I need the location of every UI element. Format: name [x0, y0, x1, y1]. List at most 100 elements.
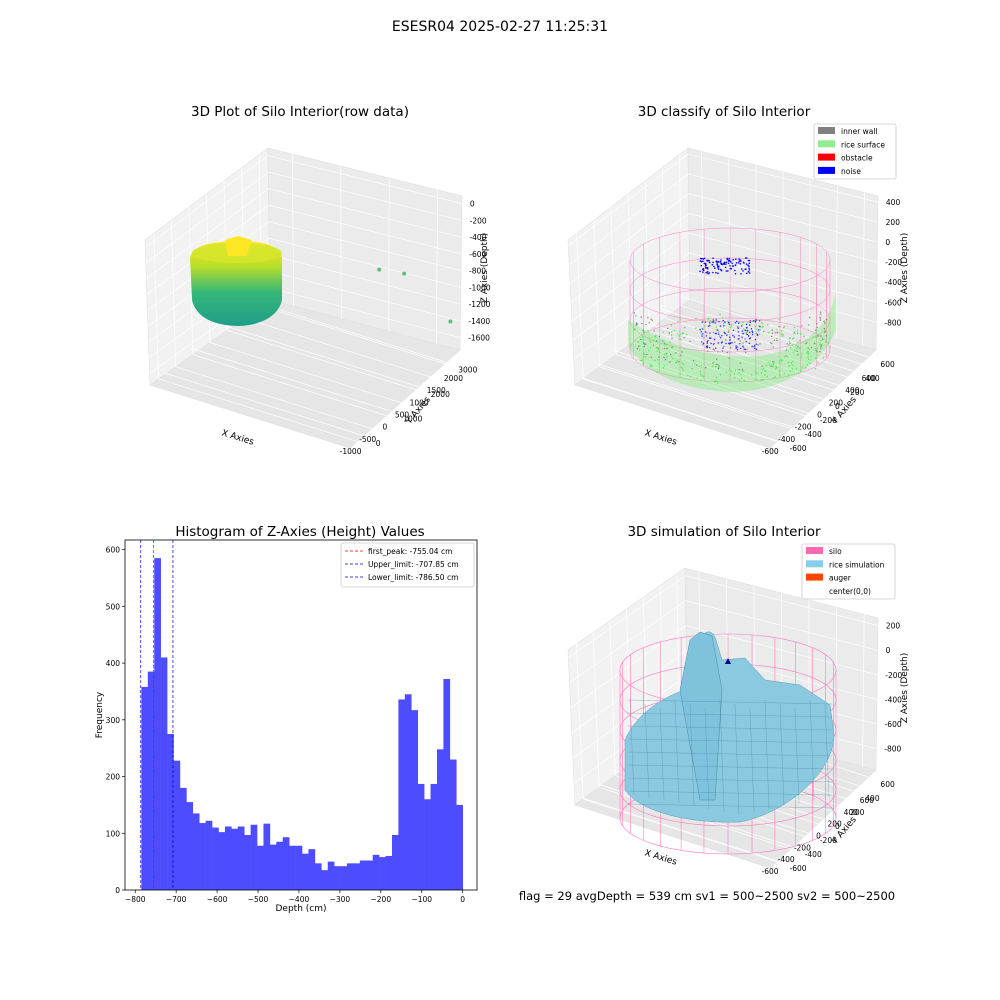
x-tick-label: −200 — [371, 895, 392, 904]
legend-label: silo — [829, 547, 842, 556]
y-tick-label: 200 — [106, 773, 121, 782]
z-tick-label: -1000 — [469, 283, 491, 292]
x-tick-label: -600 — [762, 447, 779, 456]
legend-label: obstacle — [841, 154, 873, 163]
z-tick-label: -800 — [469, 267, 486, 276]
y-tick-label: 400 — [106, 659, 121, 668]
y-tick-label: 300 — [106, 716, 121, 725]
histogram-bar — [231, 828, 239, 890]
x-tick-label: −300 — [330, 895, 351, 904]
y-tick-label: 3000 — [458, 365, 477, 374]
classify-title: 3D classify of Silo Interior — [638, 104, 811, 120]
histogram-bar — [353, 863, 361, 890]
legend-label: noise — [841, 167, 861, 176]
histogram-title: Histogram of Z-Axies (Height) Values — [175, 524, 424, 540]
y-tick-label: 400 — [865, 374, 880, 383]
legend-swatch — [818, 153, 835, 161]
legend-label: Lower_limit: -786.50 cm — [368, 573, 458, 582]
raw-xlabel: X Axies — [220, 428, 255, 447]
histogram-bar — [167, 734, 174, 890]
z-tick-label: 200 — [886, 622, 901, 631]
x-tick-label: 400 — [845, 386, 860, 395]
x-tick-label: -1000 — [340, 447, 362, 456]
x-tick-label: -400 — [778, 855, 795, 864]
legend-label: auger — [829, 574, 852, 583]
histogram-bar — [340, 866, 348, 890]
y-tick-label: -400 — [805, 430, 822, 439]
raw-cloud-peak — [225, 236, 252, 256]
legend-label: inner wall — [841, 127, 878, 136]
classify-legend: inner wall rice surface obstacle noise — [813, 123, 897, 180]
histogram-bar — [379, 857, 386, 890]
x-tick-label: 400 — [844, 808, 859, 817]
histogram-bars — [141, 558, 463, 890]
x-tick-label: 1500 — [427, 386, 446, 395]
histogram-legend: first_peak: -755.04 cm Upper_limit: -707.… — [340, 542, 475, 588]
histogram-bar — [269, 844, 277, 890]
z-tick-label: -200 — [885, 671, 902, 680]
histogram-bar — [250, 824, 258, 890]
legend-swatch — [806, 573, 823, 581]
x-tick-label: −500 — [248, 895, 269, 904]
x-tick-label: -200 — [794, 843, 811, 852]
classify-plot: 3D classify of Silo Interior inner wall r… — [567, 104, 910, 456]
histogram-bar — [398, 699, 406, 890]
histogram-bar — [154, 558, 161, 890]
x-tick-label: 200 — [827, 820, 842, 829]
histogram-bar — [224, 826, 232, 890]
histogram-bar — [302, 853, 309, 890]
x-tick-label: 0 — [817, 411, 822, 420]
histogram-bar — [366, 860, 374, 890]
y-tick-label: 200 — [850, 388, 865, 397]
z-tick-label: -800 — [884, 318, 901, 327]
legend-label: rice simulation — [829, 560, 885, 569]
histogram-axis-ticks: −800 −700 −600 −500 −400 −300 −200 −100 0 0 100 200… — [106, 546, 466, 904]
simulation-title: 3D simulation of Silo Interior — [627, 524, 821, 540]
raw-zlabel: Z Axies (Depth) — [480, 233, 490, 304]
histogram-bar — [263, 823, 271, 890]
histogram-bar — [237, 826, 245, 890]
y-tick-label: -600 — [790, 444, 807, 453]
legend-swatch — [806, 547, 823, 554]
histogram-bar — [244, 834, 251, 890]
raw-data-title: 3D Plot of Silo Interior(row data) — [191, 104, 409, 120]
z-tick-label: 200 — [886, 218, 901, 227]
histogram-bar — [205, 820, 213, 890]
y-tick-label: -200 — [820, 836, 837, 845]
x-tick-label: −800 — [125, 895, 146, 904]
y-tick-label: 0 — [835, 822, 840, 831]
x-tick-label: 2000 — [444, 374, 463, 383]
y-tick-label: 0 — [835, 402, 840, 411]
histogram-bar — [411, 710, 418, 890]
histogram-xlabel: Depth (cm) — [275, 904, 326, 914]
y-tick-label: -400 — [805, 850, 822, 859]
z-tick-label: -1400 — [468, 317, 490, 326]
raw-point-cloud — [190, 236, 453, 326]
y-tick-label: 600 — [106, 546, 121, 555]
y-tick-label: 2000 — [431, 390, 450, 399]
histogram-bar — [430, 783, 438, 890]
histogram-bar — [449, 759, 457, 890]
raw-data-plot: 3D Plot of Silo Interior(row data) -1000… — [144, 104, 491, 456]
histogram-bar — [436, 749, 444, 890]
classify-zlabel: Z Axies (Depth) — [900, 233, 910, 304]
histogram-frame — [124, 539, 478, 891]
x-tick-label: -500 — [359, 435, 376, 444]
legend-swatch — [818, 140, 835, 148]
histogram-bar — [308, 849, 316, 890]
histogram-bar — [295, 845, 303, 890]
histogram-plot: Histogram of Z-Axies (Height) Values −80… — [95, 524, 478, 914]
raw-cloud-body — [190, 241, 282, 326]
z-tick-label: -1200 — [469, 300, 491, 309]
y-tick-label: 600 — [880, 360, 895, 369]
histogram-bar — [160, 657, 168, 890]
z-tick-label: -600 — [885, 720, 902, 729]
z-tick-label: -400 — [469, 233, 486, 242]
x-tick-label: 600 — [862, 374, 877, 383]
legend-swatch — [818, 166, 835, 174]
histogram-bar — [192, 813, 200, 890]
y-tick-label: -200 — [820, 416, 837, 425]
y-tick-label: -600 — [790, 864, 807, 873]
histogram-bar — [173, 760, 181, 890]
histogram-bar — [456, 804, 463, 890]
